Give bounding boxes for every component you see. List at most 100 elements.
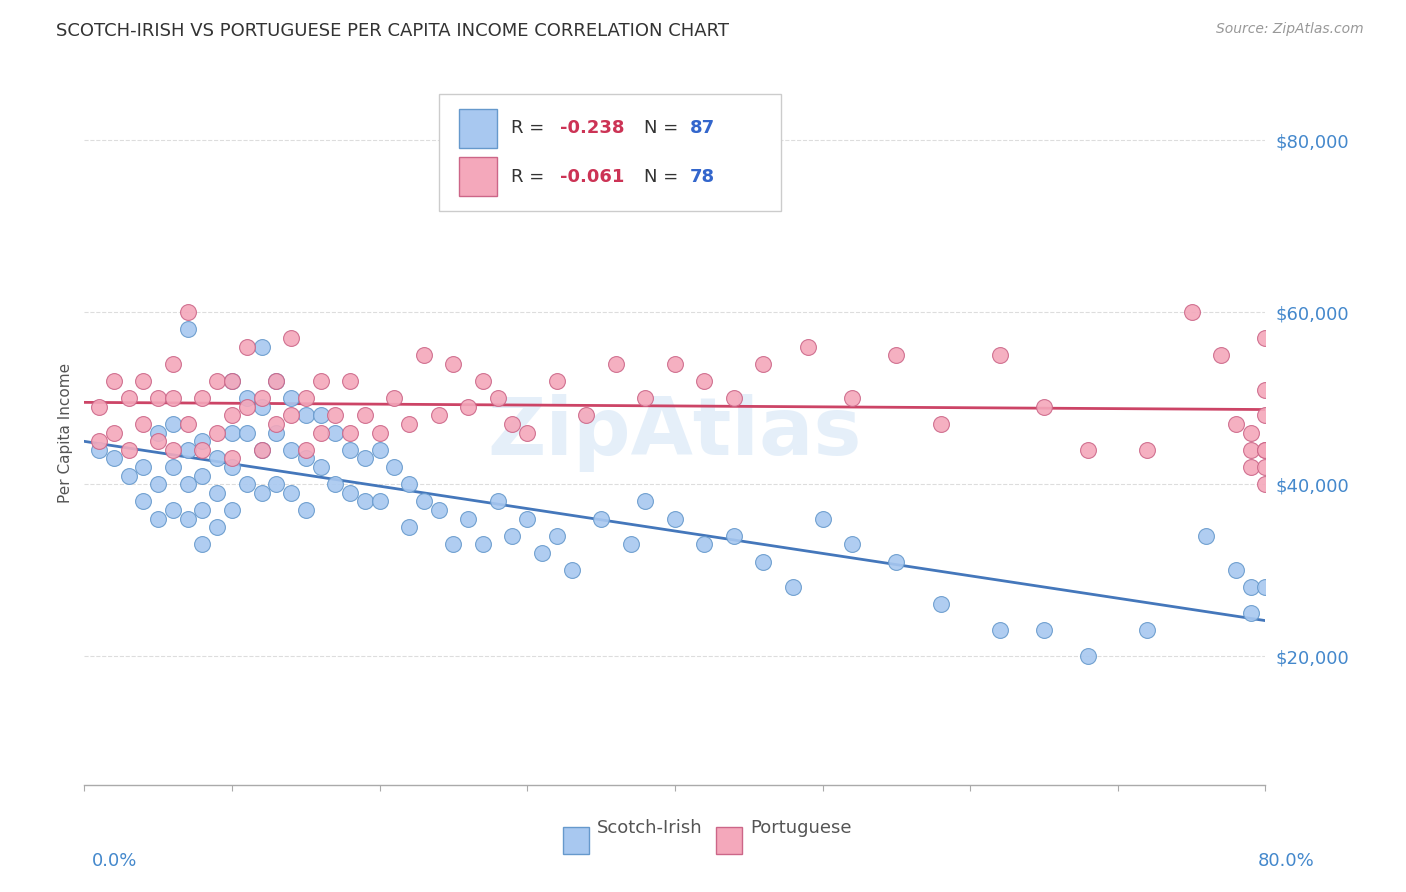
- Point: [1240, 580, 1263, 594]
- Point: [516, 425, 538, 440]
- Point: [162, 357, 184, 371]
- Point: [886, 348, 908, 362]
- Point: [723, 529, 745, 543]
- Point: [486, 494, 509, 508]
- Point: [811, 511, 834, 525]
- Point: [207, 425, 229, 440]
- Point: [266, 374, 288, 388]
- FancyBboxPatch shape: [458, 109, 496, 148]
- Point: [1254, 580, 1277, 594]
- Point: [841, 391, 863, 405]
- Point: [1225, 563, 1247, 577]
- Point: [309, 460, 332, 475]
- Point: [620, 537, 643, 551]
- FancyBboxPatch shape: [458, 157, 496, 196]
- Point: [443, 357, 465, 371]
- Point: [339, 374, 361, 388]
- Point: [280, 442, 302, 457]
- Point: [427, 409, 450, 423]
- Point: [280, 331, 302, 345]
- Text: Portuguese: Portuguese: [751, 819, 852, 837]
- Point: [325, 477, 347, 491]
- Point: [486, 391, 509, 405]
- Point: [693, 537, 716, 551]
- Point: [309, 425, 332, 440]
- Point: [1136, 624, 1159, 638]
- Point: [634, 494, 657, 508]
- Point: [103, 425, 125, 440]
- Point: [87, 400, 111, 414]
- Point: [280, 485, 302, 500]
- FancyBboxPatch shape: [562, 827, 589, 854]
- Point: [103, 374, 125, 388]
- Point: [191, 442, 214, 457]
- Point: [103, 451, 125, 466]
- Text: R =: R =: [510, 120, 550, 137]
- Point: [427, 503, 450, 517]
- Point: [309, 409, 332, 423]
- Point: [398, 477, 420, 491]
- Point: [1254, 331, 1277, 345]
- Point: [886, 555, 908, 569]
- Point: [1077, 648, 1099, 663]
- Point: [207, 451, 229, 466]
- Point: [1033, 624, 1056, 638]
- Point: [501, 417, 523, 431]
- Point: [295, 503, 318, 517]
- Point: [339, 425, 361, 440]
- Point: [325, 409, 347, 423]
- Point: [752, 555, 775, 569]
- Point: [354, 494, 377, 508]
- Point: [295, 409, 318, 423]
- Point: [236, 425, 259, 440]
- Text: -0.061: -0.061: [561, 168, 624, 186]
- Point: [250, 391, 273, 405]
- Point: [368, 442, 391, 457]
- Point: [191, 537, 214, 551]
- Point: [236, 400, 259, 414]
- Text: Scotch-Irish: Scotch-Irish: [598, 819, 703, 837]
- Point: [207, 520, 229, 534]
- Point: [250, 400, 273, 414]
- Point: [354, 409, 377, 423]
- Point: [177, 305, 200, 319]
- Point: [191, 391, 214, 405]
- Point: [693, 374, 716, 388]
- Point: [221, 374, 243, 388]
- Point: [87, 442, 111, 457]
- Point: [531, 546, 554, 560]
- Point: [162, 460, 184, 475]
- Point: [1254, 442, 1277, 457]
- Text: -0.238: -0.238: [561, 120, 624, 137]
- Point: [546, 529, 568, 543]
- Point: [413, 348, 436, 362]
- Point: [472, 374, 495, 388]
- Point: [1211, 348, 1233, 362]
- Point: [177, 322, 200, 336]
- Point: [221, 409, 243, 423]
- Point: [591, 511, 613, 525]
- Text: R =: R =: [510, 168, 550, 186]
- Text: SCOTCH-IRISH VS PORTUGUESE PER CAPITA INCOME CORRELATION CHART: SCOTCH-IRISH VS PORTUGUESE PER CAPITA IN…: [56, 22, 730, 40]
- Point: [382, 391, 406, 405]
- Point: [148, 477, 170, 491]
- Point: [207, 374, 229, 388]
- Point: [266, 417, 288, 431]
- Point: [221, 374, 243, 388]
- Point: [162, 417, 184, 431]
- Point: [339, 442, 361, 457]
- Point: [177, 442, 200, 457]
- Point: [472, 537, 495, 551]
- Point: [295, 442, 318, 457]
- Point: [1181, 305, 1204, 319]
- Point: [841, 537, 863, 551]
- Point: [664, 511, 686, 525]
- Point: [162, 391, 184, 405]
- Point: [132, 494, 155, 508]
- Point: [221, 460, 243, 475]
- Y-axis label: Per Capita Income: Per Capita Income: [58, 362, 73, 503]
- Point: [280, 409, 302, 423]
- Point: [1195, 529, 1218, 543]
- Point: [266, 477, 288, 491]
- Point: [413, 494, 436, 508]
